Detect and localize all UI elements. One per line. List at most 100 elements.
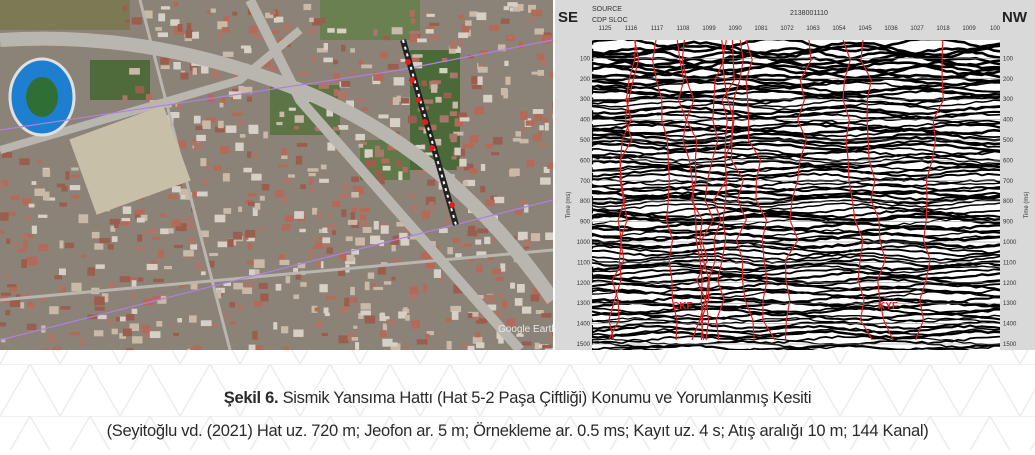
building <box>219 146 230 155</box>
building <box>507 2 518 7</box>
fault-line <box>705 40 735 341</box>
building <box>543 32 552 38</box>
building <box>460 342 468 349</box>
fault-label: CKF <box>672 301 693 312</box>
building <box>353 186 364 195</box>
building <box>350 212 356 221</box>
time-tick-label: 1200 <box>1003 281 1017 287</box>
building <box>338 267 346 277</box>
building <box>5 211 16 216</box>
building <box>431 138 442 146</box>
building <box>351 249 360 255</box>
building <box>409 34 419 43</box>
reflector <box>592 99 1000 109</box>
building <box>21 259 27 269</box>
time-tick-label: 1500 <box>1003 342 1017 348</box>
building <box>202 120 211 129</box>
building <box>156 321 163 327</box>
building <box>469 134 479 144</box>
building <box>185 192 193 200</box>
time-tick-label: 900 <box>1003 220 1014 226</box>
building <box>510 282 515 289</box>
building <box>222 51 234 57</box>
building <box>396 95 401 102</box>
building <box>537 130 543 137</box>
building <box>545 232 553 241</box>
building <box>477 228 488 234</box>
building <box>429 22 440 26</box>
building <box>373 29 378 36</box>
building <box>23 240 28 250</box>
reflector <box>592 112 1000 122</box>
building <box>476 342 485 349</box>
building <box>344 297 350 307</box>
reflector <box>592 141 1000 153</box>
building <box>131 17 143 25</box>
building <box>79 337 85 346</box>
building <box>537 69 545 76</box>
building <box>19 158 30 166</box>
building <box>175 140 187 149</box>
building <box>324 312 330 317</box>
building <box>146 263 158 271</box>
building <box>479 50 489 56</box>
building <box>232 73 243 78</box>
building <box>360 310 371 316</box>
building <box>190 243 198 250</box>
building <box>530 233 541 242</box>
building <box>373 220 379 230</box>
building <box>322 227 328 233</box>
building <box>107 244 114 250</box>
building <box>426 13 435 17</box>
building <box>119 333 127 339</box>
building <box>268 65 276 74</box>
building <box>409 54 420 64</box>
building <box>135 246 145 251</box>
building <box>294 211 304 219</box>
building <box>259 195 265 201</box>
building <box>540 177 551 185</box>
building <box>204 161 211 170</box>
building <box>524 204 529 213</box>
building <box>333 126 340 131</box>
building <box>362 227 372 233</box>
building <box>522 306 532 314</box>
cdp-tick-label: 1090 <box>728 26 742 32</box>
building <box>308 186 315 193</box>
building <box>137 234 143 242</box>
time-tick-label: 100 <box>580 56 591 62</box>
building <box>248 344 256 350</box>
building <box>135 210 140 220</box>
building <box>483 94 493 103</box>
building <box>439 115 449 123</box>
building <box>238 206 243 212</box>
building <box>409 236 418 240</box>
building <box>480 163 486 171</box>
building <box>387 144 398 151</box>
building <box>425 26 434 32</box>
building <box>370 283 376 287</box>
building <box>490 152 500 156</box>
building <box>350 48 355 53</box>
building <box>507 35 513 40</box>
building <box>160 228 170 235</box>
building <box>377 267 386 275</box>
building <box>323 57 333 63</box>
building <box>201 64 209 74</box>
building <box>402 166 408 173</box>
building <box>111 328 118 335</box>
building <box>192 139 197 144</box>
building <box>37 294 47 302</box>
green-area <box>90 60 150 100</box>
building <box>345 236 353 242</box>
building <box>542 344 552 349</box>
fault-line <box>676 40 704 341</box>
building <box>447 247 453 255</box>
reflector <box>592 105 1000 116</box>
boundary <box>0 39 553 341</box>
building <box>195 262 203 272</box>
building <box>192 67 197 75</box>
building <box>145 94 152 102</box>
building <box>532 109 544 114</box>
building <box>358 141 368 145</box>
